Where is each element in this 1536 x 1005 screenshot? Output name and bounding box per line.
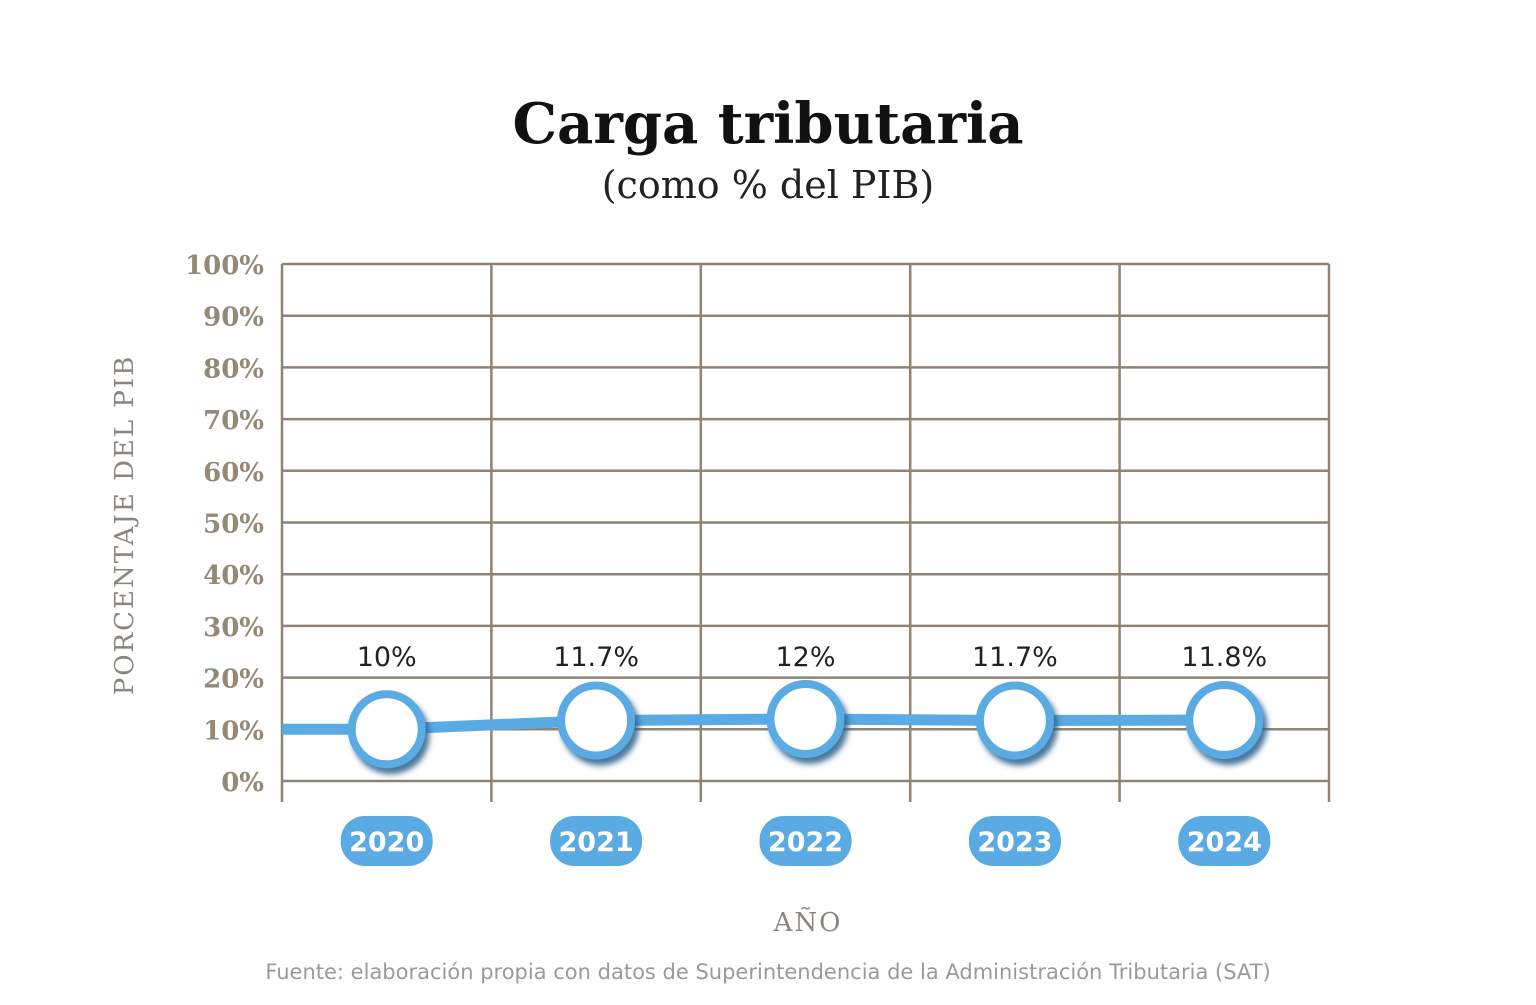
markers [347, 679, 1264, 769]
category-labels: 2020 2021 2022 2023 2024 [340, 816, 1271, 866]
data-point-marker [1185, 680, 1264, 759]
y-tick-label: 100% [185, 251, 264, 281]
source-note: Fuente: elaboración propia con datos de … [265, 960, 1270, 984]
data-point-marker [557, 681, 636, 760]
x-tick-label: 2020 [349, 827, 424, 858]
y-tick-label: 80% [203, 354, 264, 384]
grid [280, 262, 1331, 802]
data-label: 11.7% [553, 642, 639, 673]
category-pill [340, 816, 433, 866]
data-point-marker [766, 679, 845, 758]
y-tick-label: 50% [203, 510, 264, 540]
x-tick-label: 2024 [1187, 827, 1262, 858]
category-pill [1178, 816, 1271, 866]
data-label: 10% [357, 642, 417, 673]
category-pill [550, 816, 643, 866]
y-tick-labels: 0% 10% 20% 30% 40% 50% 60% 70% 80% 90% 100% [185, 251, 264, 798]
category-pill [759, 816, 852, 866]
chart-subtitle: (como % del PIB) [602, 163, 935, 207]
x-axis-label: AÑO [773, 906, 843, 938]
data-point-marker [975, 681, 1054, 760]
data-label: 12% [775, 642, 835, 673]
y-tick-label: 0% [221, 768, 264, 798]
chart-title: Carga tributaria [512, 91, 1023, 157]
data-point-marker [347, 690, 426, 769]
y-tick-label: 30% [203, 613, 264, 643]
x-tick-label: 2022 [768, 827, 843, 858]
data-labels: 10% 11.7% 12% 11.7% 11.8% [357, 642, 1267, 673]
y-tick-label: 90% [203, 303, 264, 333]
x-tick-label: 2021 [559, 827, 634, 858]
category-pill [968, 816, 1061, 866]
y-tick-label: 20% [203, 665, 264, 695]
data-label: 11.8% [1181, 642, 1267, 673]
y-tick-label: 10% [203, 716, 264, 746]
y-tick-label: 40% [203, 561, 264, 591]
y-tick-label: 70% [203, 406, 264, 436]
y-tick-label: 60% [203, 458, 264, 488]
x-tick-label: 2023 [977, 827, 1052, 858]
data-label: 11.7% [972, 642, 1058, 673]
y-axis-label: PORCENTAJE DEL PIB [110, 355, 140, 696]
